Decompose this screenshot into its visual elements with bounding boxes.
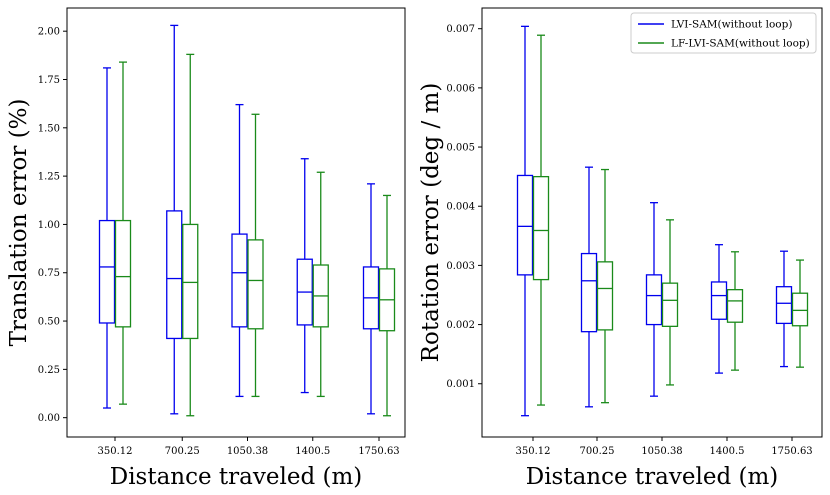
y-tick-label: 1.25 xyxy=(38,172,60,183)
x-tick-label: 1400.5 xyxy=(710,446,745,457)
y-axis-label: Rotation error (deg / m) xyxy=(418,83,444,363)
box-iqr xyxy=(231,233,248,328)
box-lf-lvi-sam-1 xyxy=(114,61,132,405)
box-iqr xyxy=(247,239,264,330)
y-tick-label: 1.00 xyxy=(38,220,60,231)
box-lvi-sam-5 xyxy=(362,183,380,415)
y-tick-label: 0.00 xyxy=(38,413,60,424)
plot-frame xyxy=(481,7,823,438)
y-axis-label: Translation error (%) xyxy=(6,99,32,347)
y-tick-label: 0.25 xyxy=(38,365,60,376)
box-lvi-sam-5 xyxy=(775,250,793,368)
box-iqr xyxy=(516,174,534,276)
box-iqr xyxy=(596,261,614,331)
box-iqr xyxy=(114,219,132,328)
x-tick-label: 1050.38 xyxy=(641,446,682,457)
box-lf-lvi-sam-4 xyxy=(312,171,329,398)
box-lf-lvi-sam-2 xyxy=(596,168,614,404)
box-lf-lvi-sam-5 xyxy=(791,259,809,368)
y-tick-label: 0.004 xyxy=(446,202,475,213)
box-iqr xyxy=(710,281,728,320)
x-tick-label: 350.12 xyxy=(516,446,551,457)
x-tick-label: 350.12 xyxy=(98,446,133,457)
box-iqr xyxy=(580,252,598,333)
box-lvi-sam-3 xyxy=(231,103,248,398)
y-tick-label: 0.50 xyxy=(38,317,60,328)
y-tick-label: 1.75 xyxy=(38,75,60,86)
legend: LVI-SAM(without loop) LF-LVI-SAM(without … xyxy=(630,12,817,54)
y-tick-label: 0.007 xyxy=(446,24,475,35)
y-tick-label: 1.50 xyxy=(38,123,60,134)
box-lvi-sam-4 xyxy=(296,158,313,394)
box-lf-lvi-sam-4 xyxy=(726,251,744,371)
box-iqr xyxy=(166,210,183,340)
box-lvi-sam-1 xyxy=(98,67,116,409)
chart-panel-1: 0.00 0.25 0.50 0.75 1.00 1.25 1.50 1.75 2.00 350.… xyxy=(6,7,406,490)
box-lf-lvi-sam-2 xyxy=(182,53,199,417)
box-iqr xyxy=(532,175,550,281)
x-tick-label: 1400.5 xyxy=(295,446,330,457)
box-iqr xyxy=(661,282,679,327)
legend-label: LF-LVI-SAM(without loop) xyxy=(671,38,810,50)
box-iqr xyxy=(791,292,809,327)
box-lvi-sam-4 xyxy=(710,244,728,374)
x-tick-label: 700.25 xyxy=(165,446,200,457)
y-tick-label: 0.006 xyxy=(446,83,475,94)
y-tick-label: 2.00 xyxy=(38,27,60,38)
box-iqr xyxy=(182,223,199,340)
box-iqr xyxy=(645,274,663,326)
box-iqr xyxy=(726,289,744,323)
y-tick-label: 0.005 xyxy=(446,143,475,154)
plot-frame xyxy=(66,7,406,438)
chart-panel-2: 0.001 0.002 0.003 0.004 0.005 0.006 0.007 350.1… xyxy=(418,7,823,490)
x-tick-label: 1750.63 xyxy=(771,446,812,457)
box-lvi-sam-1 xyxy=(516,25,534,417)
y-tick-label: 0.001 xyxy=(446,379,475,390)
box-lf-lvi-sam-5 xyxy=(378,194,396,417)
y-tick-label: 0.003 xyxy=(446,261,475,272)
box-lf-lvi-sam-1 xyxy=(532,34,550,406)
legend-box xyxy=(630,12,817,54)
y-tick-label: 0.75 xyxy=(38,268,60,279)
x-tick-label: 1050.38 xyxy=(227,446,268,457)
box-lf-lvi-sam-3 xyxy=(661,219,679,386)
x-axis-label: Distance traveled (m) xyxy=(526,464,778,490)
box-lvi-sam-2 xyxy=(166,24,183,415)
legend-label: LVI-SAM(without loop) xyxy=(671,19,792,31)
box-iqr xyxy=(98,219,116,324)
box-lvi-sam-2 xyxy=(580,166,598,408)
x-tick-label: 1750.63 xyxy=(358,446,399,457)
y-tick-label: 0.002 xyxy=(446,320,475,331)
x-tick-label: 700.25 xyxy=(580,446,615,457)
x-axis-label: Distance traveled (m) xyxy=(110,464,362,490)
box-iqr xyxy=(775,286,793,325)
box-lf-lvi-sam-3 xyxy=(247,113,264,398)
box-lvi-sam-3 xyxy=(645,202,663,397)
